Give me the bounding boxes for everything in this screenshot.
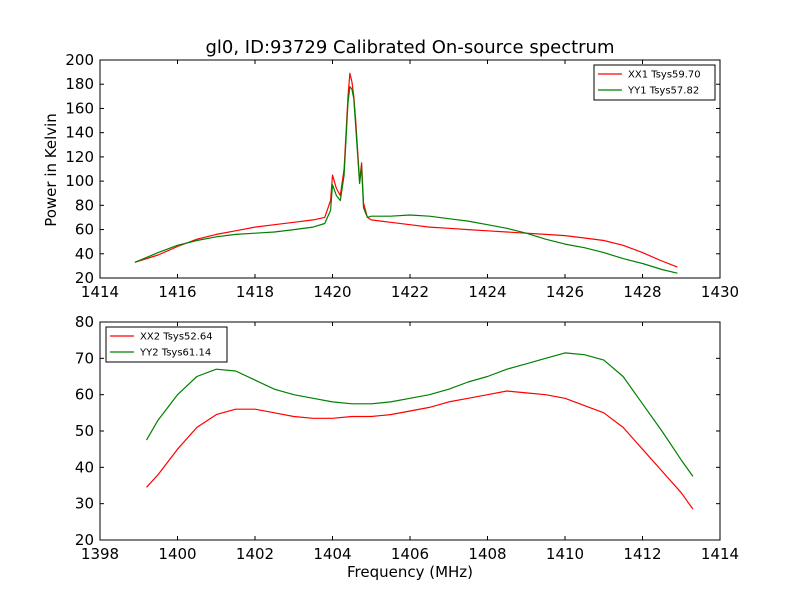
series-line-yy2	[145, 352, 694, 477]
y-tick-label: 50	[75, 422, 94, 440]
y-tick-label: 140	[65, 124, 94, 142]
y-tick-label: 60	[75, 221, 94, 239]
chart-top: gl0, ID:93729 Calibrated On-source spect…	[42, 37, 739, 301]
legend-top: XX1 Tsys59.70 YY1 Tsys57.82	[593, 64, 716, 101]
y-tick-label: 60	[75, 386, 94, 404]
legend-label-xx1: XX1 Tsys59.70	[628, 70, 701, 81]
x-tick-label: 1430	[701, 283, 739, 301]
legend-box	[593, 64, 716, 101]
x-tick-label: 1414	[701, 545, 739, 563]
y-tick-label: 120	[65, 148, 94, 166]
x-tick-label: 1414	[81, 283, 119, 301]
plot-frame-top	[99, 59, 721, 279]
plot-frame-bottom	[99, 321, 721, 541]
x-tick-label: 1422	[391, 283, 429, 301]
y-tick-label: 20	[75, 531, 94, 549]
x-tick-label: 1420	[313, 283, 351, 301]
y-tick-label: 70	[75, 349, 94, 367]
chart-bottom: Frequency (MHz) 1398 1400 1402 1404 1406 1408…	[75, 313, 739, 581]
y-tick-label: 200	[65, 51, 94, 69]
x-tick-label: 1428	[623, 283, 661, 301]
x-tick-label: 1412	[623, 545, 661, 563]
x-tick-label: 1404	[313, 545, 351, 563]
y-tick-label: 20	[75, 269, 94, 287]
x-tick-label: 1398	[81, 545, 119, 563]
x-tick-label: 1400	[158, 545, 196, 563]
legend-box	[105, 326, 228, 363]
x-tick-label: 1408	[468, 545, 506, 563]
y-tick-label: 100	[65, 172, 94, 190]
x-axis-label: Frequency (MHz)	[347, 563, 473, 581]
x-tick-label: 1406	[391, 545, 429, 563]
x-tick-label: 1402	[236, 545, 274, 563]
series-line-yy1	[134, 85, 678, 274]
y-tick-label: 180	[65, 75, 94, 93]
y-tick-label: 80	[75, 313, 94, 331]
y-tick-label: 40	[75, 458, 94, 476]
legend-label-yy1: YY1 Tsys57.82	[627, 86, 699, 97]
legend-label-yy2: YY2 Tsys61.14	[139, 348, 211, 359]
chart-title: gl0, ID:93729 Calibrated On-source spect…	[205, 37, 614, 58]
y-tick-label: 30	[75, 495, 94, 513]
plot-area-bottom: 1398 1400 1402 1404 1406 1408 1410 1412 1414 20 30…	[75, 313, 739, 563]
y-tick-label: 80	[75, 196, 94, 214]
x-tick-label: 1410	[546, 545, 584, 563]
legend-bottom: XX2 Tsys52.64 YY2 Tsys61.14	[105, 326, 228, 363]
plot-area-top: 1414 1416 1418 1420 1422 1424 1426 1428 1430 20 40…	[65, 51, 739, 301]
x-tick-label: 1424	[468, 283, 506, 301]
series-line-xx2	[146, 390, 694, 510]
legend-label-xx2: XX2 Tsys52.64	[140, 332, 213, 343]
y-tick-label: 40	[75, 245, 94, 263]
x-tick-label: 1416	[158, 283, 196, 301]
y-axis-label: Power in Kelvin	[42, 113, 60, 227]
x-tick-label: 1418	[236, 283, 274, 301]
y-tick-label: 160	[65, 99, 94, 117]
x-tick-label: 1426	[546, 283, 584, 301]
